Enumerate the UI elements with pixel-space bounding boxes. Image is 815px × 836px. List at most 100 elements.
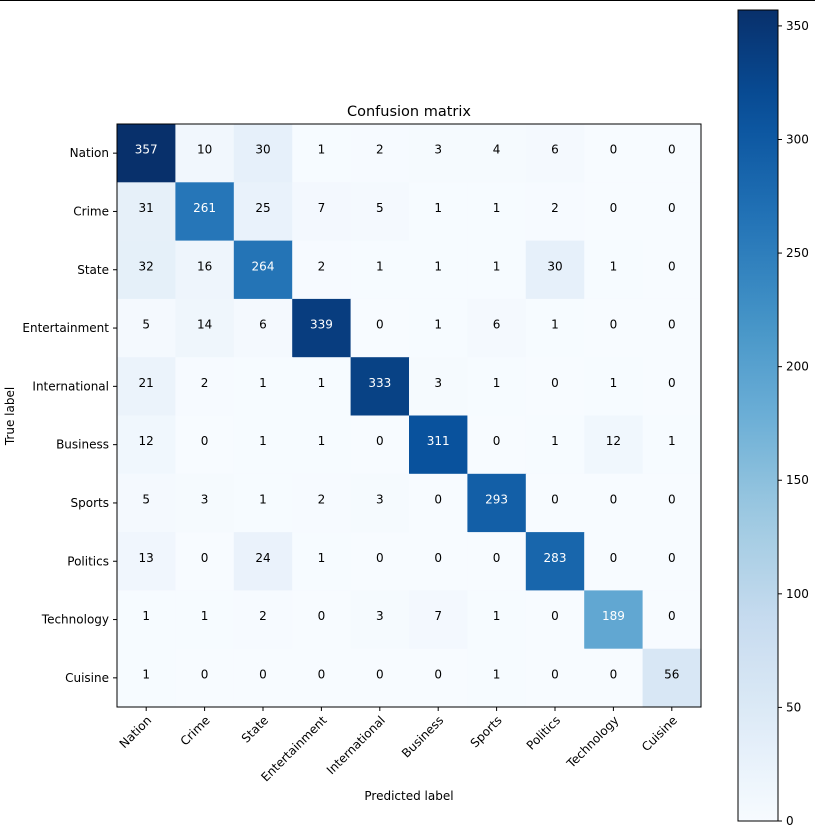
cell-value-label: 311: [427, 434, 450, 448]
heatmap-cell: [350, 415, 410, 475]
colorbar-ticks: 0 50 100 150 200 250 300 350: [778, 19, 809, 828]
heatmap-cell: [233, 240, 293, 300]
cell-value-label: 2: [318, 259, 326, 273]
x-tick-label: Nation: [117, 713, 155, 751]
heatmap-cell: [642, 532, 702, 591]
cell-value-label: 0: [668, 551, 676, 565]
x-axis-label: Predicted label: [364, 789, 453, 803]
heatmap-cell: [292, 415, 352, 475]
cell-value-label: 10: [197, 143, 212, 157]
cell-value-label: 0: [376, 551, 384, 565]
cell-value-label: 0: [668, 259, 676, 273]
heatmap-cells: 357 10 30 1 2 3 4 6 0 031 261 25 7 5 1 1 2 0 032 16 264 2 1 1 1 3…: [117, 124, 702, 708]
cell-value-label: 1: [142, 609, 150, 623]
heatmap-cell: [233, 415, 293, 475]
cell-value-label: 264: [252, 259, 275, 273]
heatmap-cell: [175, 473, 235, 533]
heatmap-cell: [117, 298, 176, 358]
x-tick-label: International: [324, 713, 388, 777]
y-tick-label: Sports: [71, 496, 109, 510]
cell-value-label: 0: [434, 667, 442, 681]
y-tick-label: Crime: [73, 204, 109, 218]
cell-value-label: 16: [197, 259, 212, 273]
cell-value-label: 1: [318, 434, 326, 448]
y-tick-label: Nation: [70, 146, 109, 160]
heatmap-cell: [642, 182, 702, 242]
cell-value-label: 0: [610, 551, 618, 565]
cell-value-label: 31: [139, 201, 154, 215]
cell-value-label: 261: [193, 201, 216, 215]
cell-value-label: 3: [434, 376, 442, 390]
heatmap-cell: [117, 473, 176, 533]
heatmap-cell: [525, 298, 585, 358]
cell-value-label: 1: [493, 667, 501, 681]
heatmap-cell: [175, 590, 235, 650]
cell-value-label: 0: [551, 609, 559, 623]
cell-value-label: 0: [259, 667, 267, 681]
heatmap-cell: [584, 590, 644, 650]
heatmap-cell: [525, 648, 585, 708]
colorbar: 0 50 100 150 200 250 300 350: [737, 9, 809, 828]
heatmap-cell: [117, 182, 176, 242]
heatmap-cell: [409, 357, 468, 417]
heatmap-cell: [350, 298, 410, 358]
colorbar-tick-label: 200: [786, 360, 809, 374]
cell-value-label: 25: [255, 201, 270, 215]
cell-value-label: 0: [610, 201, 618, 215]
heatmap-cell: [467, 357, 527, 417]
heatmap-cell: [292, 648, 352, 708]
cell-value-label: 12: [139, 434, 154, 448]
heatmap-cell: [525, 532, 585, 591]
heatmap-cell: [642, 298, 702, 358]
heatmap-cell: [175, 240, 235, 300]
cell-value-label: 333: [368, 376, 391, 390]
heatmap-cell: [584, 124, 644, 183]
cell-value-label: 1: [610, 376, 618, 390]
cell-value-label: 1: [551, 434, 559, 448]
heatmap-cell: [233, 357, 293, 417]
heatmap-cell: [117, 240, 176, 300]
x-tick-label: Cuisine: [639, 713, 680, 754]
cell-value-label: 12: [606, 434, 621, 448]
cell-value-label: 6: [551, 143, 559, 157]
heatmap-cell: [292, 298, 352, 358]
cell-value-label: 3: [434, 143, 442, 157]
heatmap-cell: [117, 532, 176, 591]
cell-value-label: 2: [318, 492, 326, 506]
heatmap-cell: [233, 298, 293, 358]
x-tick-label: Politics: [524, 713, 563, 752]
y-tick-label: Politics: [67, 554, 109, 568]
cell-value-label: 1: [493, 259, 501, 273]
heatmap-cell: [350, 240, 410, 300]
cell-value-label: 357: [135, 143, 158, 157]
x-tick-label: Crime: [178, 713, 213, 748]
heatmap-cell: [467, 124, 527, 183]
heatmap-cell: [642, 357, 702, 417]
colorbar-gradient: [737, 9, 779, 822]
cell-value-label: 0: [551, 492, 559, 506]
heatmap-cell: [584, 648, 644, 708]
cell-value-label: 0: [434, 551, 442, 565]
cell-value-label: 0: [610, 667, 618, 681]
heatmap-cell: [292, 473, 352, 533]
cell-value-label: 32: [139, 259, 154, 273]
heatmap-cell: [409, 590, 468, 650]
cell-value-label: 24: [255, 551, 270, 565]
heatmap-cell: [175, 124, 235, 183]
heatmap-cell: [467, 182, 527, 242]
cell-value-label: 1: [142, 667, 150, 681]
heatmap-cell: [584, 182, 644, 242]
cell-value-label: 0: [201, 434, 209, 448]
heatmap-cell: [350, 357, 410, 417]
heatmap-cell: [233, 532, 293, 591]
colorbar-tick-label: 50: [786, 700, 801, 714]
cell-value-label: 1: [551, 318, 559, 332]
plot-frame: [116, 123, 702, 708]
cell-value-label: 293: [485, 492, 508, 506]
cell-value-label: 2: [259, 609, 267, 623]
cell-value-label: 0: [610, 143, 618, 157]
heatmap-cell: [350, 532, 410, 591]
cell-value-label: 5: [142, 492, 150, 506]
colorbar-tick-label: 250: [786, 246, 809, 260]
heatmap-cell: [525, 415, 585, 475]
